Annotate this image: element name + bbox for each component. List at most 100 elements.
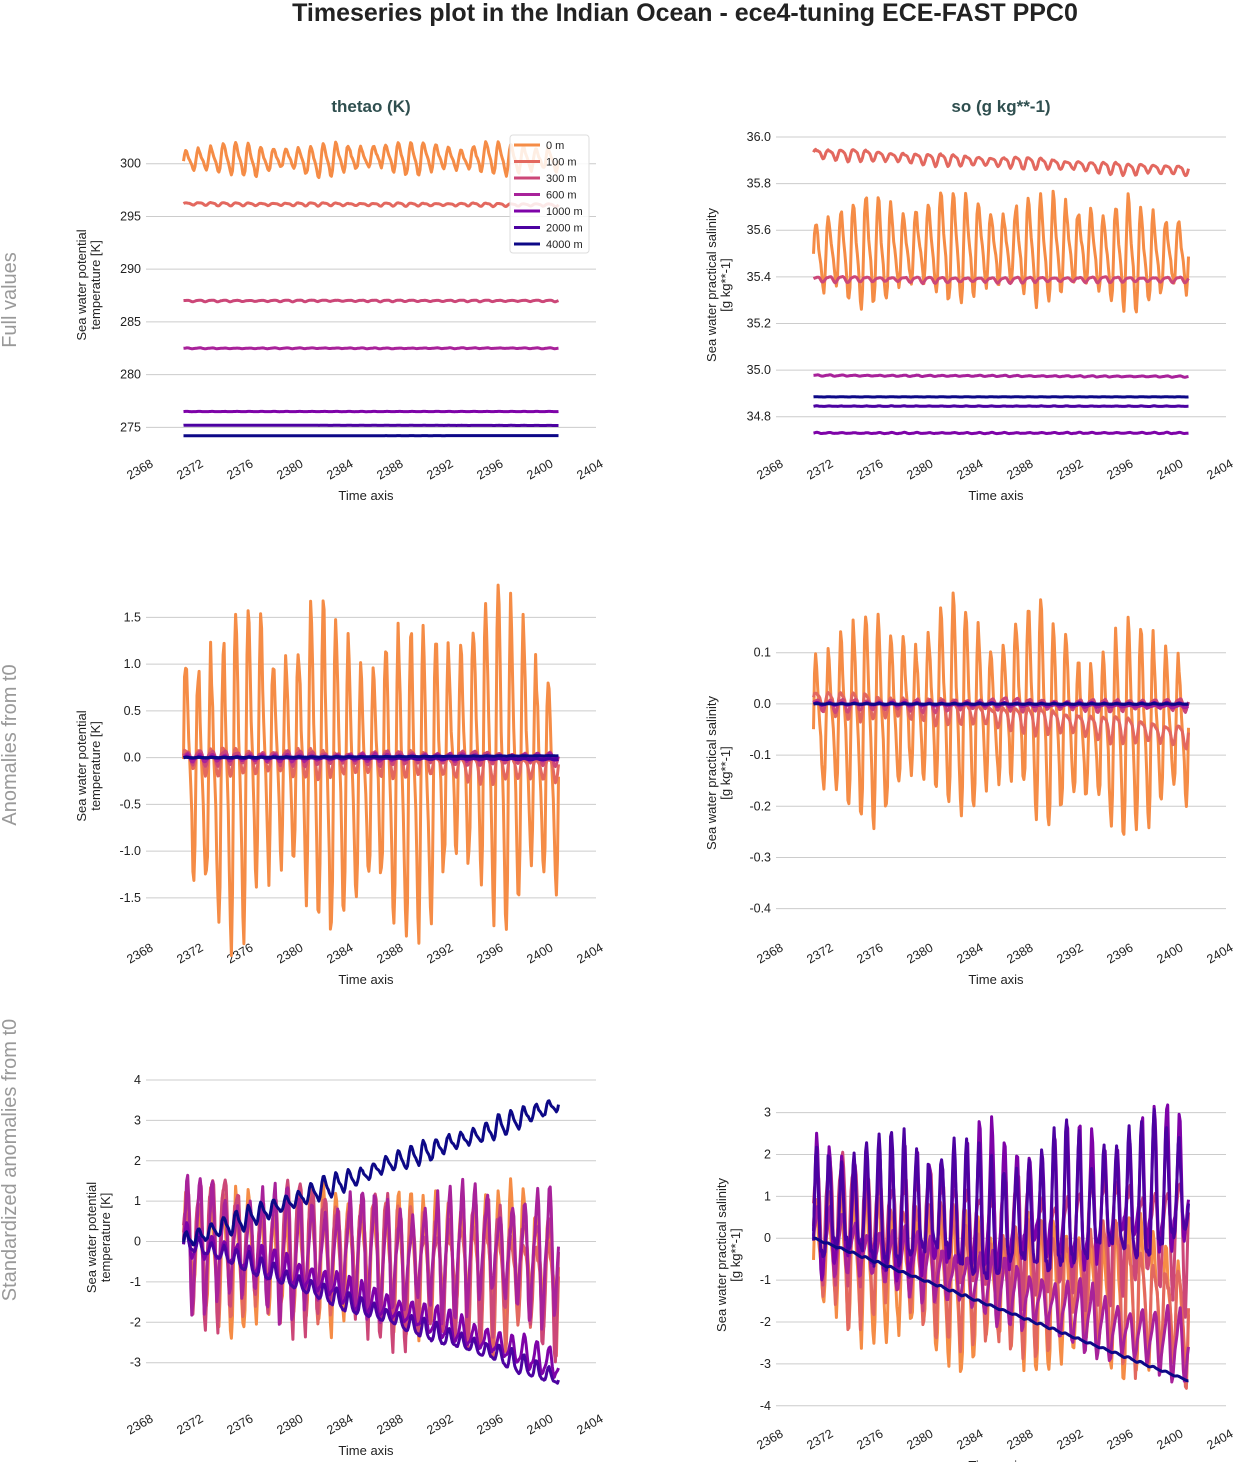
x-tick-label: 2392 (424, 940, 455, 966)
x-tick-label: 2380 (274, 1411, 305, 1437)
x-tick-label: 2376 (854, 1426, 885, 1452)
x-tick-label: 2372 (804, 1426, 835, 1452)
series-line-600m (814, 375, 1189, 377)
y-tick-label: -0.5 (119, 797, 141, 811)
panel-title: so (g kg**-1) (951, 97, 1050, 116)
x-tick-label: 2368 (754, 940, 785, 966)
series-line-4000m (814, 704, 1189, 705)
y-tick-label: 285 (120, 315, 141, 329)
x-tick-label: 2376 (224, 1411, 255, 1437)
y-tick-label: 2 (764, 1147, 771, 1161)
x-axis-label: Time axis (968, 972, 1024, 987)
x-tick-label: 2384 (954, 940, 985, 966)
x-tick-label: 2372 (804, 456, 835, 482)
series-line-0m (184, 142, 559, 178)
x-axis-label: Time axis (338, 1443, 394, 1458)
y-tick-label: -0.3 (749, 850, 771, 864)
y-tick-label: -3 (130, 1356, 141, 1370)
legend-label: 2000 m (546, 223, 583, 235)
y-tick-label: 300 (120, 157, 141, 171)
x-tick-label: 2396 (474, 456, 505, 482)
x-tick-label: 2372 (804, 940, 835, 966)
x-tick-label: 2368 (124, 456, 155, 482)
series-line-300m (184, 300, 559, 302)
y-tick-label: 1 (134, 1194, 141, 1208)
x-tick-label: 2384 (324, 456, 355, 482)
y-tick-label: 0.0 (124, 751, 141, 765)
y-axis-label: Sea water potentialtemperature [K] (84, 1182, 113, 1293)
y-tick-label: -0.4 (749, 902, 771, 916)
x-axis-label: Time axis (968, 488, 1024, 503)
x-tick-label: 2380 (904, 456, 935, 482)
x-tick-label: 2400 (1154, 940, 1185, 966)
x-tick-label: 2380 (904, 1426, 935, 1452)
x-tick-label: 2376 (224, 940, 255, 966)
y-tick-label: 275 (120, 420, 141, 434)
y-tick-label: 0.1 (754, 646, 771, 660)
x-tick-label: 2392 (424, 456, 455, 482)
y-tick-label: 2 (134, 1154, 141, 1168)
x-tick-label: 2396 (1104, 456, 1135, 482)
legend-label: 300 m (546, 173, 577, 185)
y-tick-label: 35.0 (747, 363, 771, 377)
series-line-0m (814, 191, 1189, 312)
x-tick-label: 2396 (1104, 940, 1135, 966)
x-tick-label: 2396 (474, 1411, 505, 1437)
x-tick-label: 2388 (374, 940, 405, 966)
y-tick-label: -1 (130, 1275, 141, 1289)
y-tick-label: -1.5 (119, 891, 141, 905)
legend-label: 1000 m (546, 206, 583, 218)
series-line-4000m (184, 756, 559, 758)
x-tick-label: 2404 (1204, 1426, 1235, 1452)
x-tick-label: 2380 (274, 940, 305, 966)
x-tick-label: 2372 (174, 456, 205, 482)
x-tick-label: 2376 (854, 456, 885, 482)
row-label-full: Full values (0, 252, 21, 348)
y-tick-label: 0.5 (124, 704, 141, 718)
y-tick-label: 3 (764, 1106, 771, 1120)
y-axis-label: Sea water practical salinity[g kg**-1] (714, 1178, 743, 1332)
y-tick-label: 280 (120, 368, 141, 382)
x-tick-label: 2392 (1054, 1426, 1085, 1452)
series-line-600m (184, 348, 559, 349)
y-tick-label: -4 (760, 1399, 771, 1413)
y-tick-label: 35.8 (747, 177, 771, 191)
y-axis-label: Sea water practical salinity[g kg**-1] (704, 696, 733, 850)
y-tick-label: 0 (764, 1231, 771, 1245)
x-tick-label: 2400 (1154, 456, 1185, 482)
x-tick-label: 2392 (1054, 940, 1085, 966)
y-tick-label: 35.4 (747, 270, 771, 284)
x-tick-label: 2380 (274, 456, 305, 482)
x-tick-label: 2404 (1204, 940, 1235, 966)
x-tick-label: 2372 (174, 1411, 205, 1437)
x-tick-label: 2376 (854, 940, 885, 966)
x-tick-label: 2372 (174, 940, 205, 966)
legend-label: 600 m (546, 190, 577, 202)
x-tick-label: 2368 (754, 456, 785, 482)
x-tick-label: 2384 (954, 1426, 985, 1452)
y-tick-label: 1.0 (124, 657, 141, 671)
x-tick-label: 2396 (474, 940, 505, 966)
x-tick-label: 2404 (574, 1411, 605, 1437)
y-tick-label: 0.0 (754, 697, 771, 711)
x-tick-label: 2384 (954, 456, 985, 482)
panel-1: so (g kg**-1)34.835.035.235.435.635.836.… (704, 97, 1236, 503)
y-tick-label: 0 (134, 1235, 141, 1249)
x-tick-label: 2380 (904, 940, 935, 966)
row-label-standardized: Standardized anomalies from t0 (0, 1019, 21, 1301)
y-tick-label: -1 (760, 1273, 771, 1287)
y-tick-label: 295 (120, 209, 141, 223)
y-axis-label: Sea water practical salinity[g kg**-1] (704, 208, 733, 362)
x-tick-label: 2376 (224, 456, 255, 482)
x-axis-label: Time axis (338, 972, 394, 987)
y-tick-label: -0.2 (749, 799, 771, 813)
y-tick-label: 35.6 (747, 223, 771, 237)
y-tick-label: -2 (130, 1315, 141, 1329)
series-line-2000m (814, 406, 1189, 407)
